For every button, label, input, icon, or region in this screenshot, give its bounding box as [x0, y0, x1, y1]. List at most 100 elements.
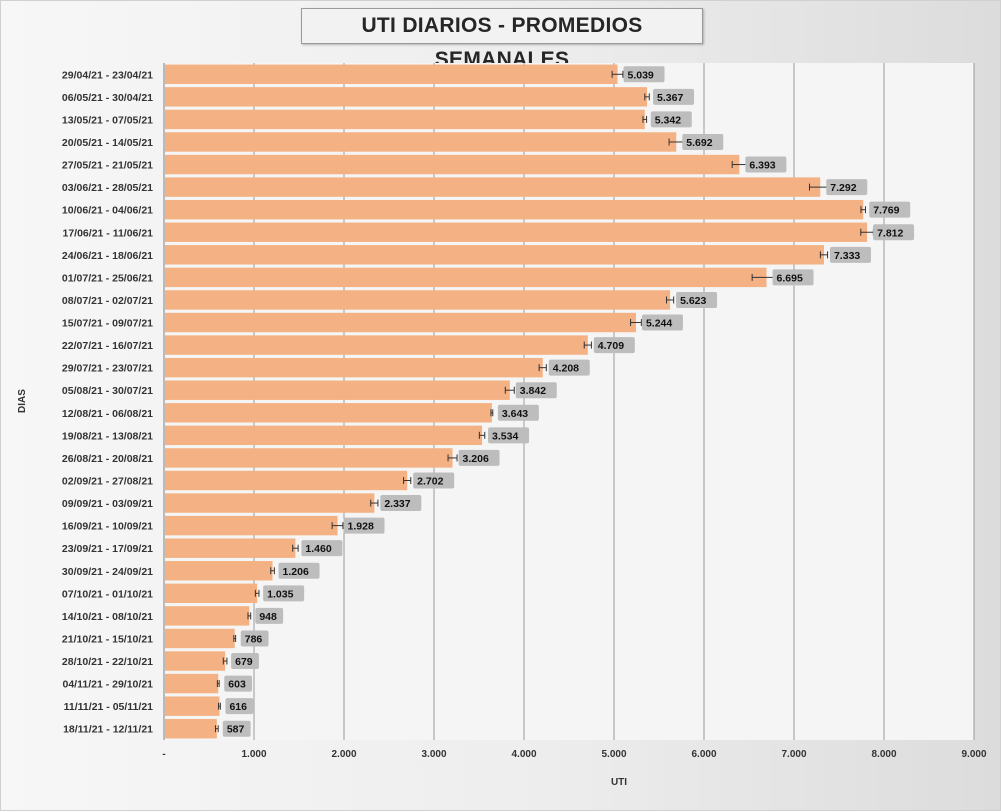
category-label: 12/08/21 - 06/08/21 — [62, 408, 153, 420]
category-label: 23/09/21 - 17/09/21 — [62, 543, 153, 555]
data-label-box — [623, 66, 665, 83]
data-label: 5.244 — [646, 318, 672, 330]
category-label: 19/08/21 - 13/08/21 — [62, 430, 153, 442]
category-label: 02/09/21 - 27/08/21 — [62, 475, 153, 487]
data-label-box — [548, 359, 590, 376]
data-label: 786 — [245, 633, 263, 645]
data-label-box — [641, 314, 683, 331]
data-label-box — [255, 607, 284, 624]
data-label-box — [682, 133, 724, 150]
data-label-box — [650, 111, 692, 128]
bar — [165, 696, 220, 716]
data-label-box — [301, 540, 343, 557]
data-label-box — [458, 449, 500, 466]
category-label: 29/07/21 - 23/07/21 — [62, 363, 153, 375]
data-label: 616 — [229, 701, 247, 713]
bar — [165, 199, 864, 220]
data-label-box — [413, 472, 455, 489]
x-tick-label: - — [162, 749, 165, 760]
chart-title: UTI DIARIOS - PROMEDIOS SEMANALES — [301, 8, 703, 71]
data-label: 4.208 — [553, 363, 579, 375]
data-label: 2.702 — [417, 475, 443, 487]
data-label-box — [829, 246, 871, 263]
bar — [165, 538, 296, 558]
data-label: 3.842 — [520, 385, 546, 397]
data-label-box — [240, 630, 269, 647]
data-label: 7.292 — [830, 182, 856, 194]
bar — [165, 606, 250, 626]
data-label: 6.695 — [777, 272, 803, 284]
bar — [165, 651, 226, 671]
bar — [165, 245, 824, 265]
bar — [165, 87, 648, 107]
category-label: 09/09/21 - 03/09/21 — [62, 498, 153, 510]
bar — [165, 403, 492, 423]
bar — [165, 177, 821, 197]
data-label: 679 — [235, 656, 253, 668]
bar — [165, 425, 483, 446]
data-label: 1.035 — [267, 588, 293, 600]
data-label-box — [873, 224, 915, 241]
bar — [165, 470, 408, 491]
data-label: 7.333 — [834, 250, 860, 262]
x-tick-labels: - 1.000 2.000 3.000 4.000 5.000 6.000 7.000 8.00… — [162, 749, 987, 760]
category-label: 22/07/21 - 16/07/21 — [62, 340, 153, 352]
category-label: 24/06/21 - 18/06/21 — [62, 250, 153, 262]
category-label: 27/05/21 - 21/05/21 — [62, 160, 153, 172]
data-label-box — [380, 495, 422, 512]
data-label: 5.692 — [686, 137, 712, 149]
bar — [165, 267, 767, 288]
data-label: 603 — [228, 679, 246, 691]
data-label-box — [263, 585, 305, 602]
data-label-box — [224, 675, 253, 692]
x-tick-label: 6.000 — [691, 749, 716, 760]
bar — [165, 380, 510, 400]
category-label: 01/07/21 - 25/06/21 — [62, 272, 153, 284]
x-tick-label: 7.000 — [781, 749, 806, 760]
data-label-box — [593, 337, 635, 354]
data-label: 6.393 — [749, 160, 775, 172]
bar — [165, 561, 273, 581]
grid-lines — [163, 63, 975, 740]
category-label: 08/07/21 - 02/07/21 — [62, 295, 153, 307]
y-axis-title: DIAS — [17, 389, 28, 413]
x-tick-label: 4.000 — [511, 749, 536, 760]
category-label: 07/10/21 - 01/10/21 — [62, 588, 153, 600]
data-label-box — [225, 698, 254, 715]
category-label: 10/06/21 - 04/06/21 — [62, 205, 153, 217]
bar — [165, 154, 740, 175]
data-label: 3.534 — [492, 430, 518, 442]
data-label-box — [515, 382, 557, 399]
data-label: 1.206 — [283, 566, 309, 578]
data-label-box — [772, 269, 814, 286]
category-label: 06/05/21 - 30/04/21 — [62, 92, 153, 104]
bar — [165, 64, 618, 84]
category-label: 18/11/21 - 12/11/21 — [63, 724, 153, 736]
category-label: 29/04/21 - 23/04/21 — [62, 69, 153, 81]
bar — [165, 673, 219, 694]
data-label: 587 — [227, 724, 245, 736]
bar — [165, 515, 338, 536]
data-label-box — [231, 653, 259, 670]
category-label: 04/11/21 - 29/10/21 — [63, 679, 154, 691]
bar — [165, 132, 677, 152]
bar — [165, 312, 636, 333]
category-label: 17/06/21 - 11/06/21 — [63, 227, 154, 239]
bar — [165, 290, 671, 310]
data-label-box — [488, 427, 530, 444]
x-tick-label: 5.000 — [601, 749, 626, 760]
data-label-box — [278, 562, 320, 579]
x-tick-label: 2.000 — [331, 749, 356, 760]
bar — [165, 222, 868, 242]
bar — [165, 719, 217, 739]
category-label: 11/11/21 - 05/11/21 — [64, 701, 153, 713]
data-label-box — [222, 720, 251, 737]
category-label: 15/07/21 - 09/07/21 — [62, 318, 153, 330]
category-label: 26/08/21 - 20/08/21 — [62, 453, 153, 465]
x-tick-label: 1.000 — [241, 749, 266, 760]
data-label: 5.342 — [655, 114, 681, 126]
category-label: 28/10/21 - 22/10/21 — [62, 656, 153, 668]
data-label-box — [676, 291, 718, 308]
data-label-box — [745, 156, 787, 173]
data-label-box — [653, 88, 695, 105]
